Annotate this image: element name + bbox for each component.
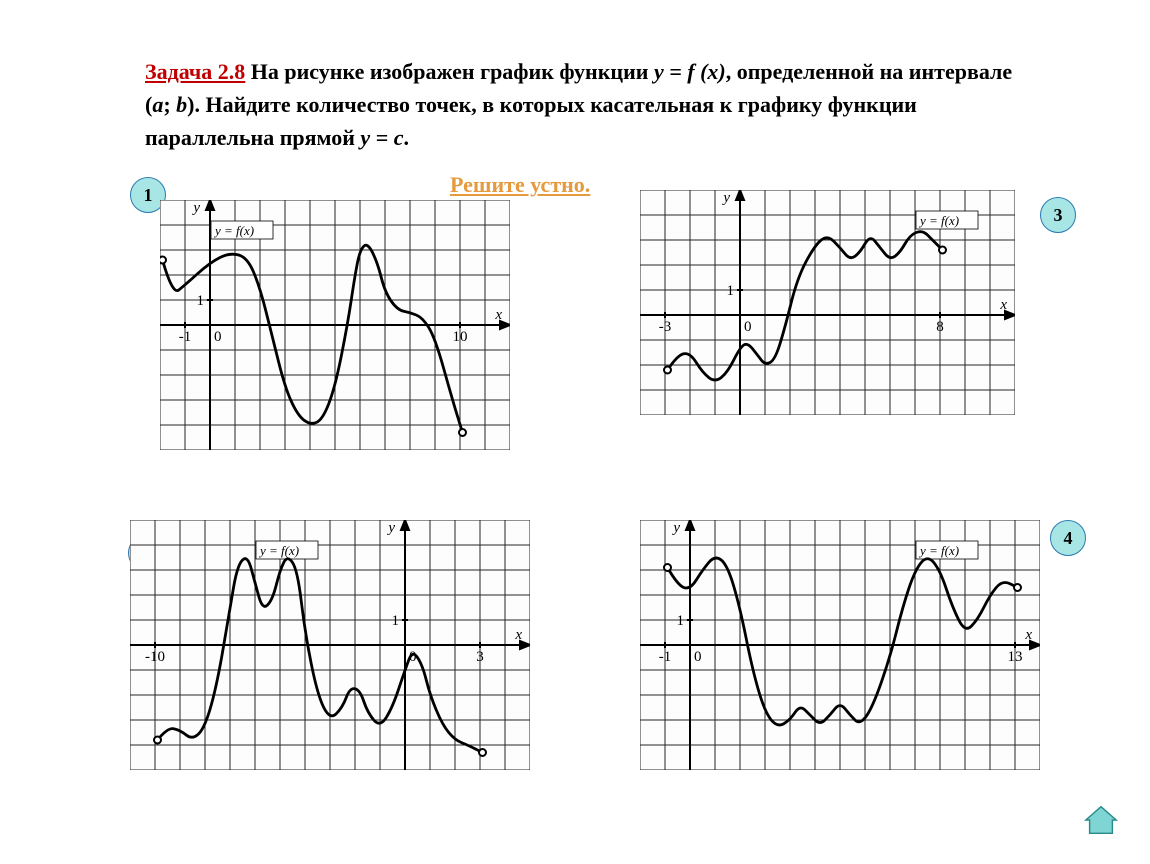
svg-text:3: 3: [476, 649, 484, 665]
svg-text:1: 1: [392, 613, 400, 629]
svg-text:y = f(x): y = f(x): [918, 543, 959, 558]
problem-statement: Задача 2.8 На рисунке изображен график ф…: [145, 55, 1025, 154]
chart-3: x y -3 0 8 1 y = f(x): [640, 190, 1015, 415]
svg-text:0: 0: [744, 319, 752, 335]
chart-1: x y -1 0 10 1 y = f(x): [160, 200, 510, 450]
svg-text:10: 10: [453, 329, 468, 345]
svg-text:13: 13: [1008, 649, 1023, 665]
svg-text:x: x: [1024, 627, 1032, 643]
svg-text:0: 0: [694, 649, 702, 665]
svg-text:y = f(x): y = f(x): [213, 223, 254, 238]
svg-text:y: y: [386, 520, 395, 536]
svg-text:-10: -10: [145, 649, 165, 665]
svg-text:0: 0: [214, 329, 222, 345]
svg-text:x: x: [514, 627, 522, 643]
svg-text:y: y: [721, 190, 730, 206]
svg-text:y: y: [671, 520, 680, 536]
svg-text:-1: -1: [179, 329, 192, 345]
svg-text:x: x: [494, 307, 502, 323]
svg-text:x: x: [999, 297, 1007, 313]
svg-text:1: 1: [727, 283, 735, 299]
badge-3: 3: [1040, 197, 1076, 233]
chart-4: x y -1 0 13 1 y = f(x): [640, 520, 1040, 770]
svg-text:-1: -1: [659, 649, 672, 665]
svg-text:1: 1: [677, 613, 685, 629]
solve-oral-label: Решите устно.: [450, 172, 590, 198]
svg-text:-3: -3: [659, 319, 672, 335]
svg-text:8: 8: [936, 319, 944, 335]
task-label: Задача 2.8: [145, 59, 245, 84]
svg-text:1: 1: [197, 293, 205, 309]
svg-text:y: y: [191, 200, 200, 216]
svg-text:y = f(x): y = f(x): [258, 543, 299, 558]
badge-4: 4: [1050, 520, 1086, 556]
svg-text:y = f(x): y = f(x): [918, 213, 959, 228]
chart-2: xy-10031y = f(x): [130, 520, 530, 770]
home-icon[interactable]: [1082, 801, 1120, 839]
